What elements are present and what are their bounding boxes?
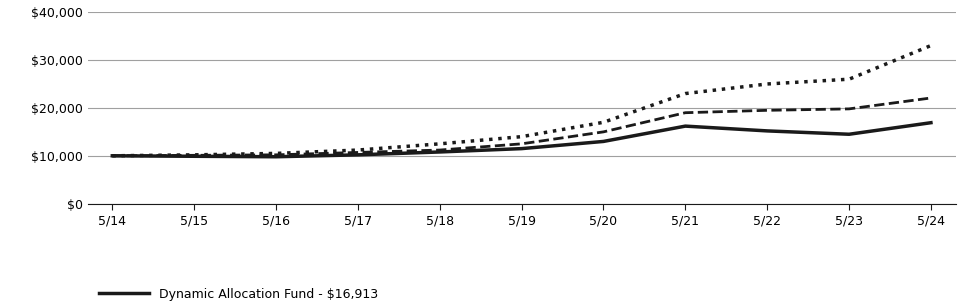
60% S&P 500® Index; 40% Bloomberg U.S. Aggregate Bond Index - $22,077 [598, 130, 609, 134]
Dynamic Allocation Fund - $16,913 [434, 150, 446, 154]
60% S&P 500® Index; 40% Bloomberg U.S. Aggregate Bond Index - $22,077 [516, 142, 527, 146]
60% S&P 500® Index; 40% Bloomberg U.S. Aggregate Bond Index - $22,077 [352, 150, 364, 154]
Dynamic Allocation Fund - $16,913 [106, 154, 118, 157]
S&P 500® Index - $33,028 [680, 92, 691, 95]
60% S&P 500® Index; 40% Bloomberg U.S. Aggregate Bond Index - $22,077 [761, 109, 773, 112]
Line: 60% S&P 500® Index; 40% Bloomberg U.S. Aggregate Bond Index - $22,077: 60% S&P 500® Index; 40% Bloomberg U.S. A… [112, 98, 931, 156]
S&P 500® Index - $33,028 [270, 152, 282, 155]
S&P 500® Index - $33,028 [843, 78, 855, 81]
S&P 500® Index - $33,028 [106, 154, 118, 157]
Dynamic Allocation Fund - $16,913 [843, 133, 855, 136]
60% S&P 500® Index; 40% Bloomberg U.S. Aggregate Bond Index - $22,077 [843, 107, 855, 111]
Dynamic Allocation Fund - $16,913 [188, 154, 200, 158]
60% S&P 500® Index; 40% Bloomberg U.S. Aggregate Bond Index - $22,077 [925, 96, 937, 100]
Dynamic Allocation Fund - $16,913 [680, 124, 691, 128]
Legend: Dynamic Allocation Fund - $16,913, S&P 500® Index - $33,028, 60% S&P 500® Index;: Dynamic Allocation Fund - $16,913, S&P 5… [94, 283, 645, 304]
S&P 500® Index - $33,028 [434, 142, 446, 146]
Dynamic Allocation Fund - $16,913 [925, 121, 937, 125]
S&P 500® Index - $33,028 [598, 120, 609, 124]
Line: Dynamic Allocation Fund - $16,913: Dynamic Allocation Fund - $16,913 [112, 123, 931, 157]
Dynamic Allocation Fund - $16,913 [270, 155, 282, 159]
Dynamic Allocation Fund - $16,913 [352, 153, 364, 157]
S&P 500® Index - $33,028 [761, 82, 773, 86]
Line: S&P 500® Index - $33,028: S&P 500® Index - $33,028 [112, 46, 931, 156]
S&P 500® Index - $33,028 [352, 148, 364, 152]
60% S&P 500® Index; 40% Bloomberg U.S. Aggregate Bond Index - $22,077 [434, 148, 446, 152]
Dynamic Allocation Fund - $16,913 [761, 129, 773, 133]
S&P 500® Index - $33,028 [516, 135, 527, 139]
60% S&P 500® Index; 40% Bloomberg U.S. Aggregate Bond Index - $22,077 [106, 154, 118, 157]
S&P 500® Index - $33,028 [188, 153, 200, 157]
60% S&P 500® Index; 40% Bloomberg U.S. Aggregate Bond Index - $22,077 [188, 154, 200, 157]
Dynamic Allocation Fund - $16,913 [516, 147, 527, 150]
S&P 500® Index - $33,028 [925, 44, 937, 47]
Dynamic Allocation Fund - $16,913 [598, 140, 609, 143]
60% S&P 500® Index; 40% Bloomberg U.S. Aggregate Bond Index - $22,077 [270, 153, 282, 157]
60% S&P 500® Index; 40% Bloomberg U.S. Aggregate Bond Index - $22,077 [680, 111, 691, 115]
